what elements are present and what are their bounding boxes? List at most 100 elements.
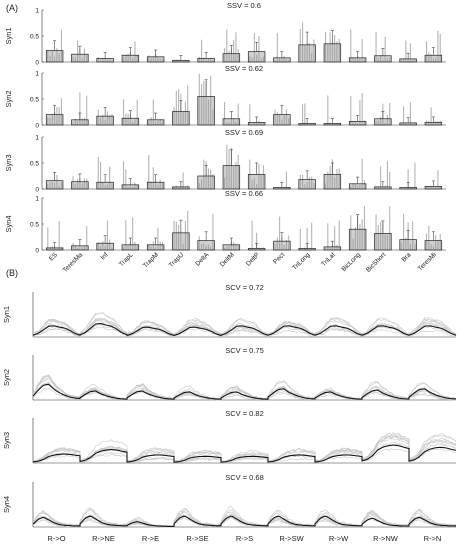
y-tick-label: 0 [35,60,39,67]
bar [247,122,266,126]
subject-trace [32,440,457,464]
bar [298,44,316,63]
subject-trace [32,377,457,401]
panel-a-label: (A) [6,3,18,13]
x-tick-label: R->SW [279,534,304,543]
x-tick-label: DeltM [219,251,236,268]
x-tick-label: R->SE [186,534,208,543]
bar [323,246,342,251]
subplot-title: SCV = 0.75 [225,346,264,355]
mean-trace [32,515,456,527]
subject-trace [32,317,457,337]
subplot-title: SCV = 0.82 [225,409,264,418]
x-tick-label: BicLong [340,251,362,273]
x-tick-label: Inf [99,251,109,261]
panel-b-label: (B) [6,268,18,278]
bar [71,119,89,126]
x-tick-label: TriLong [291,251,312,272]
subject-trace [32,433,457,464]
bar [273,187,291,190]
bar [121,54,140,63]
bar [45,114,64,126]
bar [222,165,241,190]
x-tick-label: ES [48,251,60,263]
x-tick-label: R->NW [373,534,399,543]
x-tick-label: DeltA [194,251,211,268]
x-tick-label: TrapU [168,251,186,269]
y-tick-label: 0 [35,187,39,194]
bar [121,244,140,251]
bar [71,53,89,63]
subject-trace [32,441,457,464]
bar [424,122,443,126]
x-tick-label: TeresMi [417,251,438,272]
x-tick-label: TrapL [118,251,135,268]
mean-trace [32,383,457,400]
bar [298,248,316,251]
y-tick-label: 0.5 [30,34,39,41]
bar [323,43,342,63]
x-tick-label: R->O [47,534,65,543]
bar [172,60,190,63]
y-axis-label: Syn2 [2,369,11,386]
y-axis-label: Syn4 [2,496,11,513]
y-tick-label: 1 [35,8,39,15]
subplot-title: SSV = 0.66 [225,189,263,198]
bar [71,245,89,251]
y-axis-label: Syn1 [4,27,13,44]
x-tick-label: TeresMa [62,251,85,274]
bar [197,175,215,190]
y-tick-label: 0 [35,123,39,130]
y-tick-label: 1 [35,71,39,78]
x-tick-label: TrapM [142,251,160,269]
bar [146,181,165,190]
x-tick-label: R->E [142,534,159,543]
bar [146,56,165,63]
subplot-title: SCV = 0.68 [225,473,264,482]
subplot-title: SSV = 0.62 [225,64,263,73]
bar-subplot: SSV = 0.66 Syn4 0 0.5 1 ES TeresMa Inf TrapL Trap… [4,189,446,274]
bar [298,123,316,126]
bar-subplot: SSV = 0.62 Syn2 0 0.5 1 [4,64,446,130]
bar [399,187,417,190]
bar [348,121,367,126]
line-subplot: SCV = 0.82 Syn3 [2,409,457,464]
x-tick-label: Pect [272,251,286,265]
line-subplot: SCV = 0.68 Syn4 R->O R->NE R->E R->SE R->S R->S… [2,473,457,543]
bar [323,123,342,126]
bar [247,174,266,190]
bar [424,186,443,190]
subject-trace [32,437,457,464]
bar [247,248,266,251]
x-tick-label: R->S [236,534,253,543]
x-tick-label: TriLat [320,251,337,268]
y-tick-label: 0.5 [30,97,39,104]
bar-subplot: SSV = 0.6 Syn1 0 0.5 1 [4,1,446,67]
bar [96,242,114,251]
subject-trace [32,317,457,337]
y-axis-label: Syn4 [4,215,13,232]
subject-trace [32,318,457,338]
x-tick-label: DeltP [245,251,261,267]
bar [222,118,241,126]
y-tick-label: 0 [35,248,39,255]
y-tick-label: 1 [35,135,39,142]
bar [348,183,367,190]
bar [146,244,165,251]
y-tick-label: 1 [35,196,39,203]
subject-trace [32,374,456,401]
bar [348,57,367,63]
bar [222,53,241,63]
bar [399,122,417,126]
x-tick-label: BicShort [365,251,387,273]
bar [374,55,392,63]
bar [222,244,241,251]
bar [45,247,64,251]
bar [298,179,316,190]
subject-trace [32,312,457,338]
x-tick-label: R->NE [92,534,115,543]
subject-trace [32,312,457,338]
bar [96,181,114,190]
